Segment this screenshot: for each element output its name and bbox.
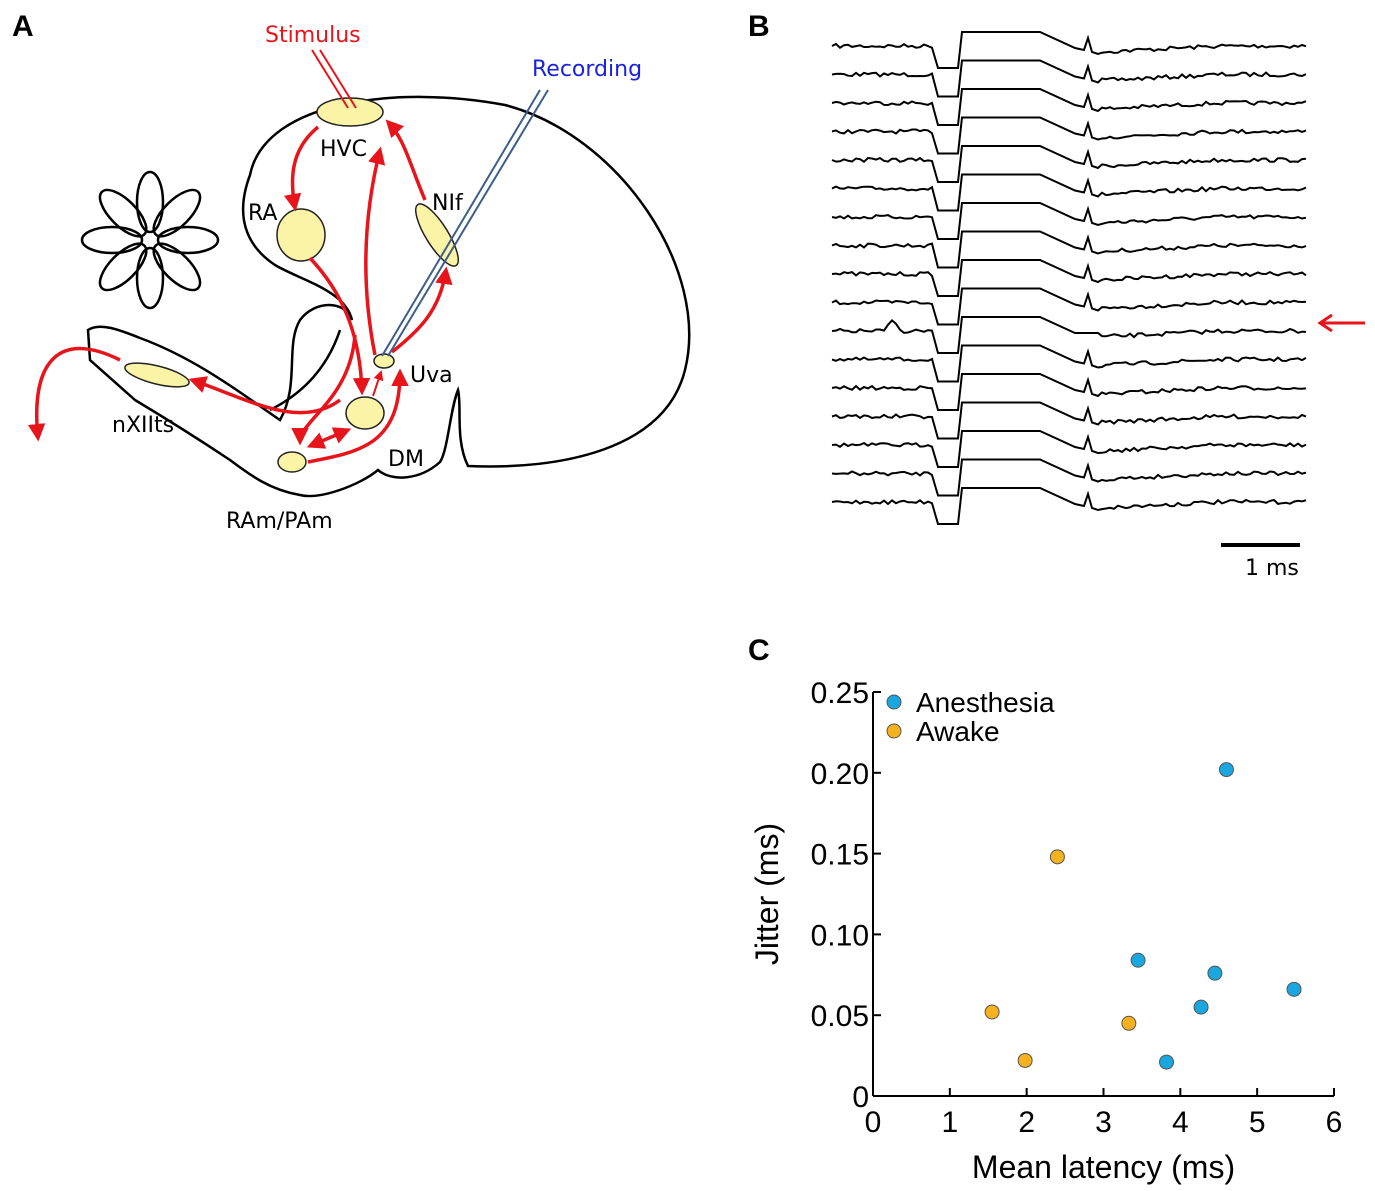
trace (831, 116, 1307, 155)
y-tick-label: 0 (852, 1081, 869, 1114)
trace (831, 88, 1307, 126)
y-axis-label: Jitter (ms) (749, 823, 785, 965)
diagram-label: nXIIts (112, 413, 174, 438)
x-tick-label: 2 (1018, 1106, 1035, 1139)
x-tick-label: 6 (1326, 1106, 1343, 1139)
point (1017, 1052, 1033, 1068)
diagram-label: NIf (432, 191, 464, 216)
x-tick-label: 3 (1095, 1106, 1112, 1139)
y-tick-label: 0.05 (811, 1000, 869, 1033)
scatter-chart: 0 1 2 3 4 5 6 0 0.05 0.10 0.15 0.20 0.25 Mean latency… (749, 677, 1342, 1185)
diagram-label: Uva (410, 363, 453, 388)
legend-label: Awake (916, 716, 1000, 747)
trace (831, 287, 1307, 326)
diagram-label: HVC (320, 137, 367, 162)
electrodes (311, 49, 549, 357)
legend-marker (886, 694, 902, 710)
panel-label: A (12, 10, 34, 43)
x-tick-label: 4 (1172, 1106, 1189, 1139)
point (1207, 965, 1223, 981)
trace (831, 59, 1307, 98)
trace (831, 458, 1307, 497)
brain-diagram (80, 95, 691, 498)
point (1286, 981, 1302, 997)
diagram-label: DM (388, 447, 424, 472)
trace (831, 173, 1307, 212)
trace (831, 202, 1307, 240)
panel-label: B (748, 10, 770, 43)
y-tick-label: 0.25 (811, 677, 869, 710)
panel-label: C (748, 634, 770, 667)
diagram-label: RAm/PAm (226, 509, 333, 534)
trace (831, 401, 1307, 440)
y-tick-label: 0.15 (811, 839, 869, 872)
scale-bar-label: 1 ms (1245, 556, 1299, 581)
trace (831, 430, 1307, 468)
pathways (27, 119, 453, 464)
point (1049, 849, 1065, 865)
highlight-arrow (1317, 313, 1365, 333)
x-tick-label: 1 (941, 1106, 958, 1139)
diagram-label: Stimulus (265, 23, 361, 48)
trace (831, 145, 1307, 183)
legend-label: Anesthesia (916, 687, 1055, 718)
nuclei (124, 97, 459, 473)
diagram-label: Recording (532, 57, 642, 82)
trace (831, 31, 1307, 69)
point (1218, 762, 1234, 778)
x-tick-label: 5 (1249, 1106, 1266, 1139)
trace (831, 230, 1307, 269)
trace (831, 344, 1307, 383)
y-tick-label: 0.10 (811, 919, 869, 952)
point (984, 1004, 1000, 1020)
recording-traces (831, 31, 1307, 525)
x-axis-label: Mean latency (ms) (972, 1149, 1235, 1185)
x-tick-label: 0 (865, 1106, 882, 1139)
point (1159, 1054, 1175, 1070)
point (1121, 1015, 1137, 1031)
trace (831, 316, 1307, 354)
diagram-label: RA (248, 201, 277, 226)
trace (831, 259, 1307, 297)
legend-marker (886, 723, 902, 739)
trace (831, 487, 1307, 525)
point (1193, 999, 1209, 1015)
trace (831, 373, 1307, 411)
y-tick-label: 0.20 (811, 758, 869, 791)
point (1130, 952, 1146, 968)
